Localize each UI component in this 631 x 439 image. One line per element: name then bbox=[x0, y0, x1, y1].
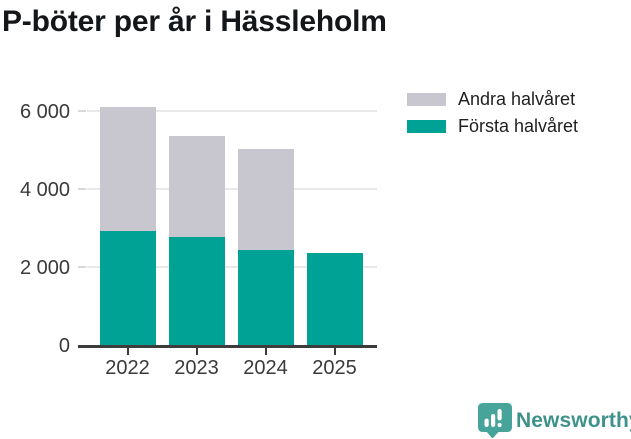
x-axis-line bbox=[78, 345, 377, 348]
bar-2022-andra-halvaret bbox=[99, 107, 156, 232]
gridline-2000 bbox=[87, 266, 377, 268]
bar-2024-forsta-halvaret bbox=[237, 249, 294, 345]
y-axis-label-0: 0 bbox=[58, 335, 70, 357]
y-axis-label-6000: 6 000 bbox=[19, 101, 70, 123]
x-tick-2024 bbox=[264, 348, 267, 355]
newsworthy-brand-link[interactable]: Newsworthy bbox=[478, 403, 631, 438]
y-axis-label-4000: 4 000 bbox=[19, 179, 70, 201]
bar-2024-andra-halvaret bbox=[237, 148, 294, 250]
x-axis-label-2024: 2024 bbox=[243, 357, 288, 379]
y-tick-6000 bbox=[78, 110, 86, 112]
newsworthy-pin-chart-icon bbox=[478, 403, 512, 438]
legend-item-1: Första halvåret bbox=[407, 116, 578, 136]
brand-name: Newsworthy bbox=[516, 408, 631, 432]
y-tick-4000 bbox=[78, 188, 86, 190]
bar-2025-forsta-halvaret bbox=[306, 252, 363, 345]
y-axis-label-2000: 2 000 bbox=[19, 257, 70, 279]
x-tick-2025 bbox=[333, 348, 336, 355]
gridline-6000 bbox=[87, 110, 377, 112]
legend-label-1: Första halvåret bbox=[458, 115, 579, 136]
x-tick-2022 bbox=[126, 348, 129, 355]
x-tick-2023 bbox=[195, 348, 198, 355]
bar-2023-andra-halvaret bbox=[168, 135, 225, 237]
chart-title: P-böter per år i Hässleholm bbox=[2, 5, 387, 38]
legend: Andra halvåret Första halvåret bbox=[407, 89, 578, 146]
legend-label-0: Andra halvåret bbox=[458, 88, 576, 109]
bar-2022-forsta-halvaret bbox=[99, 231, 156, 345]
gridline-4000 bbox=[87, 188, 377, 190]
legend-swatch-0 bbox=[407, 92, 446, 106]
legend-item-0: Andra halvåret bbox=[407, 89, 578, 109]
bar-2023-forsta-halvaret bbox=[168, 236, 225, 345]
legend-swatch-1 bbox=[407, 119, 446, 133]
x-axis-label-2025: 2025 bbox=[312, 357, 357, 379]
y-tick-2000 bbox=[78, 266, 86, 268]
x-axis-label-2023: 2023 bbox=[174, 357, 219, 379]
x-axis-label-2022: 2022 bbox=[105, 357, 150, 379]
